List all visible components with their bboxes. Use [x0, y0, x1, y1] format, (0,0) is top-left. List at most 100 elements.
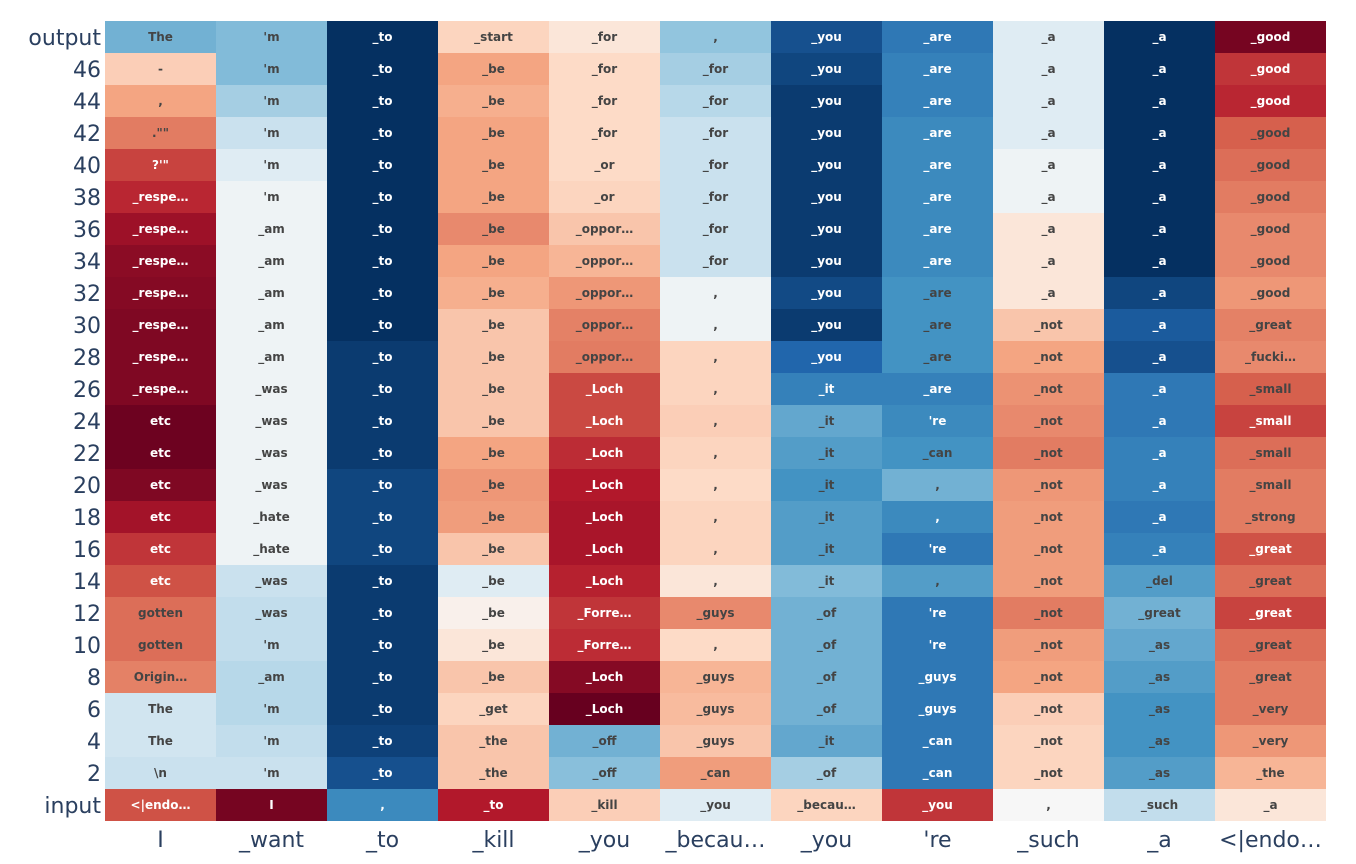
cell-label: , — [1046, 798, 1051, 812]
cell-label: , — [713, 446, 718, 460]
heatmap-cell — [1104, 629, 1215, 661]
heatmap-cell — [216, 181, 327, 213]
cell-label: _of — [817, 766, 837, 781]
cell-label: _for — [703, 190, 728, 205]
heatmap-cell — [1215, 117, 1326, 149]
cell-label: _be — [482, 414, 505, 429]
cell-label: _not — [1034, 350, 1063, 365]
y-tick-label: 4 — [87, 730, 101, 755]
cell-label: ."" — [152, 126, 169, 140]
cell-label: _to — [373, 446, 393, 461]
heatmap-cell — [549, 117, 660, 149]
heatmap-cell — [105, 309, 216, 341]
cell-label: _are — [923, 158, 951, 173]
heatmap-cell — [993, 565, 1104, 597]
heatmap-cell — [216, 309, 327, 341]
heatmap-cell — [1215, 181, 1326, 213]
cell-label: _be — [482, 318, 505, 333]
cell-label: _you — [811, 286, 842, 301]
cell-label: _be — [482, 254, 505, 269]
cell-label: _a — [1152, 350, 1166, 365]
heatmap-cell — [438, 693, 549, 725]
cell-label: _for — [592, 62, 617, 77]
heatmap-cell — [216, 725, 327, 757]
heatmap-cell — [438, 725, 549, 757]
y-tick-label: output — [28, 26, 101, 51]
heatmap-cell — [105, 661, 216, 693]
heatmap-cell — [993, 693, 1104, 725]
heatmap-cell — [216, 693, 327, 725]
cell-label: _the — [479, 734, 507, 749]
cell-label: _to — [373, 126, 393, 141]
heatmap-cell — [216, 501, 327, 533]
heatmap-cell — [1215, 149, 1326, 181]
heatmap-cell — [993, 245, 1104, 277]
heatmap-cell — [1104, 437, 1215, 469]
x-tick-label: _becau… — [664, 828, 765, 853]
x-tick-label: _a — [1146, 828, 1171, 853]
cell-label: _a — [1041, 126, 1055, 141]
heatmap-cell — [882, 597, 993, 629]
cell-label: _to — [373, 606, 393, 621]
cell-label: _a — [1152, 318, 1166, 333]
heatmap-cell — [660, 277, 771, 309]
cell-label: _was — [255, 478, 287, 493]
heatmap-cell — [549, 725, 660, 757]
heatmap-cell — [660, 181, 771, 213]
cell-label: _of — [817, 606, 837, 621]
heatmap-cell — [438, 469, 549, 501]
cell-label: _am — [258, 254, 285, 269]
cell-label: _not — [1034, 766, 1063, 781]
y-tick-label: 10 — [73, 634, 101, 659]
cell-label: _great — [1249, 542, 1292, 557]
heatmap-cell — [882, 501, 993, 533]
cell-label: 'm — [263, 734, 279, 748]
cell-label: _it — [819, 734, 835, 749]
cell-label: _for — [592, 126, 617, 141]
x-tick-label: _you — [578, 828, 630, 853]
heatmap-cell — [105, 597, 216, 629]
heatmap-cell — [438, 757, 549, 789]
cell-label: _to — [484, 798, 504, 813]
heatmap-cell — [1215, 437, 1326, 469]
x-tick-label: _you — [800, 828, 852, 853]
cell-label: The — [148, 30, 173, 44]
heatmap-cell — [549, 533, 660, 565]
cell-label: _off — [593, 766, 617, 781]
cell-label: _you — [811, 94, 842, 109]
heatmap-cell — [771, 469, 882, 501]
heatmap-cell — [660, 469, 771, 501]
y-tick-label: 8 — [87, 666, 101, 691]
cell-label: _Loch — [586, 510, 624, 525]
cell-label: _good — [1251, 62, 1291, 77]
heatmap-cell — [993, 181, 1104, 213]
cell-label: etc — [150, 542, 171, 556]
y-tick-label: 20 — [73, 474, 101, 499]
heatmap-cell — [882, 21, 993, 53]
heatmap-cell — [438, 277, 549, 309]
heatmap-cell — [327, 629, 438, 661]
cell-label: _respe… — [133, 222, 189, 237]
cell-label: 'm — [263, 94, 279, 108]
y-tick-label: 42 — [73, 122, 101, 147]
cell-label: _a — [1152, 126, 1166, 141]
heatmap-cell — [660, 757, 771, 789]
heatmap-cell — [660, 437, 771, 469]
cell-label: _be — [482, 638, 505, 653]
heatmap-cell — [882, 85, 993, 117]
heatmap-cell — [549, 309, 660, 341]
heatmap-cell — [105, 373, 216, 405]
heatmap-cell — [216, 85, 327, 117]
heatmap-cell — [1104, 213, 1215, 245]
heatmap-cell — [771, 533, 882, 565]
cell-label: ?'" — [152, 158, 169, 172]
cell-label: _small — [1250, 382, 1292, 397]
heatmap-cell — [327, 533, 438, 565]
heatmap-cell — [549, 373, 660, 405]
heatmap-cell — [1215, 85, 1326, 117]
heatmap-cell — [882, 53, 993, 85]
cell-label: _to — [373, 734, 393, 749]
heatmap-cell — [1104, 725, 1215, 757]
x-tick-label: <|endo… — [1219, 828, 1322, 853]
heatmap-cell — [216, 21, 327, 53]
